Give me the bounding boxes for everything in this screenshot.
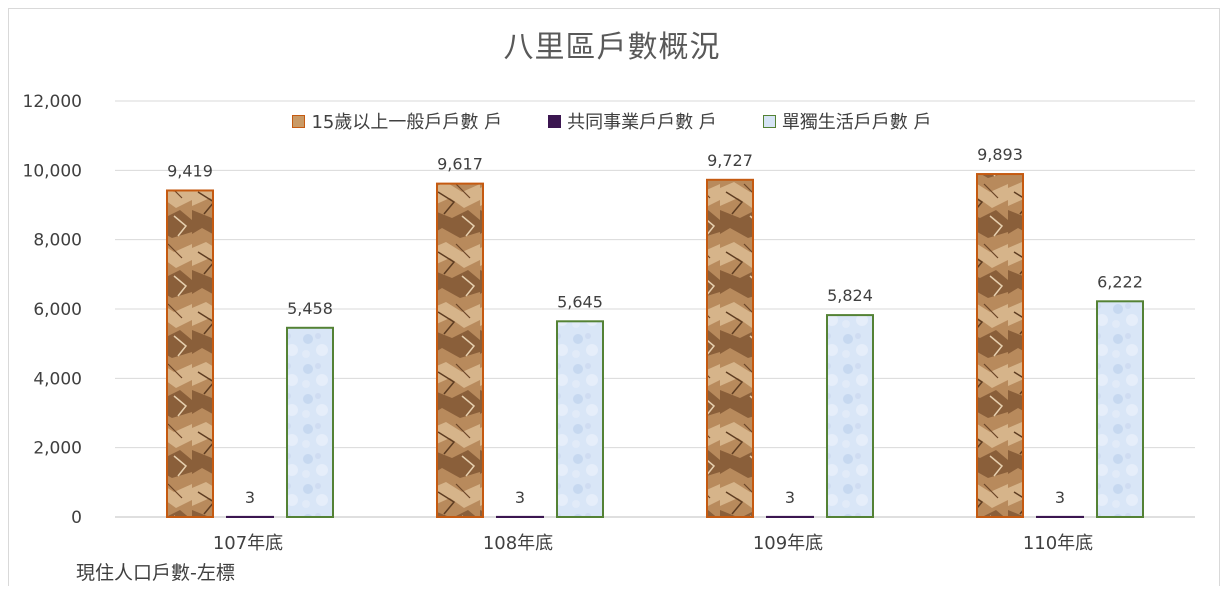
- bar-single-0: [286, 326, 334, 518]
- data-label: 9,727: [707, 151, 753, 170]
- chart-footnote: 現住人口戶數-左標: [76, 562, 235, 584]
- legend-label-single-households: 單獨生活戶戶數 戶: [781, 112, 932, 133]
- data-label: 3: [785, 488, 795, 507]
- x-tick-label: 109年底: [753, 533, 823, 554]
- y-tick-label: 2,000: [33, 439, 82, 459]
- data-label: 3: [245, 488, 255, 507]
- y-tick-label: 6,000: [33, 300, 82, 320]
- bar-single-2: [826, 314, 874, 518]
- chart-frame: [8, 8, 1220, 586]
- y-tick-label: 0: [71, 508, 82, 528]
- bar-single-1: [556, 320, 604, 518]
- y-tick-label: 12,000: [23, 92, 82, 112]
- data-label: 6,222: [1097, 272, 1143, 291]
- x-tick-label: 110年底: [1023, 533, 1093, 554]
- legend-item-general-households: 15歲以上一般戶戶數 戶: [292, 108, 502, 134]
- legend-item-single-households: 單獨生活戶戶數 戶: [762, 108, 932, 134]
- bar-general-1: [436, 182, 484, 519]
- legend-swatch-general-households: [292, 114, 306, 128]
- data-label: 3: [1055, 488, 1065, 507]
- legend-label-joint-households: 共同事業戶戶數 戶: [567, 112, 717, 133]
- data-label: 9,893: [977, 145, 1023, 164]
- data-label: 3: [515, 488, 525, 507]
- bar-general-0: [166, 189, 214, 518]
- data-label: 5,458: [287, 299, 333, 318]
- data-label: 5,645: [557, 292, 603, 311]
- bar-general-2: [706, 178, 754, 518]
- chart-title: 八里區戶數概況: [503, 30, 721, 65]
- y-tick-label: 4,000: [33, 369, 82, 389]
- data-label: 9,419: [167, 161, 213, 180]
- legend-label-general-households: 15歲以上一般戶戶數 戶: [311, 112, 503, 133]
- data-label: 9,617: [437, 155, 483, 174]
- legend-swatch-joint-households: [548, 114, 562, 128]
- y-tick-label: 10,000: [23, 161, 82, 181]
- y-tick-label: 8,000: [33, 231, 82, 251]
- legend-item-joint-households: 共同事業戶戶數 戶: [548, 108, 717, 134]
- bar-general-3: [976, 173, 1024, 518]
- x-tick-label: 108年底: [483, 533, 553, 554]
- bar-single-3: [1096, 300, 1144, 518]
- x-tick-label: 107年底: [213, 533, 283, 554]
- legend-swatch-single-households: [762, 114, 776, 128]
- chart-legend: 15歲以上一般戶戶數 戶 共同事業戶戶數 戶 單獨生活戶戶數 戶: [0, 108, 1224, 134]
- data-label: 5,824: [827, 286, 873, 305]
